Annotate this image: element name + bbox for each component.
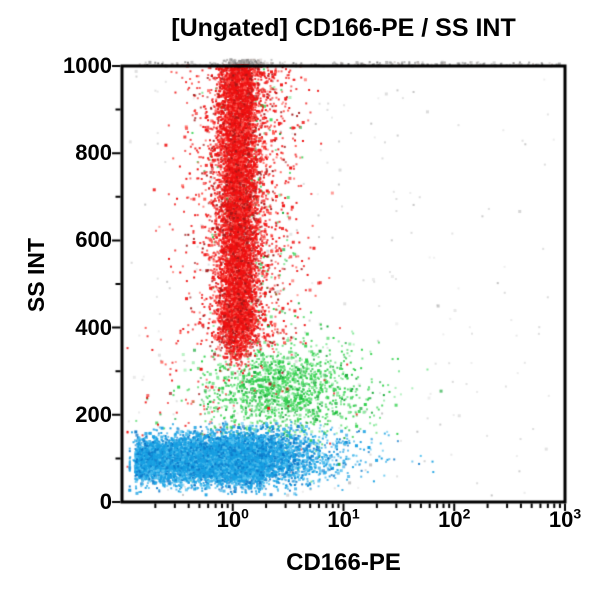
x-tick-base: 10 — [548, 507, 574, 532]
plot-title: [Ungated] CD166-PE / SS INT — [171, 14, 516, 42]
x-tick-base: 10 — [327, 507, 352, 532]
y-tick-label: 600 — [75, 227, 112, 253]
y-tick-label: 200 — [75, 401, 112, 427]
x-tick-base: 10 — [438, 507, 463, 532]
x-tick-exponent: 0 — [241, 505, 249, 522]
x-tick-exponent: 3 — [573, 505, 582, 522]
x-tick-exponent: 1 — [351, 505, 360, 522]
x-axis-label: CD166-PE — [286, 549, 401, 576]
x-tick-label: 101 — [304, 507, 384, 533]
y-tick-label: 0 — [99, 489, 112, 514]
y-tick-label: 400 — [75, 314, 112, 340]
x-tick-base: 10 — [216, 507, 242, 532]
x-tick-label: 100 — [193, 507, 273, 533]
x-tick-label: 102 — [414, 507, 494, 533]
x-tick-exponent: 2 — [462, 505, 471, 522]
y-tick-label: 800 — [75, 140, 112, 166]
y-tick-label: 1000 — [63, 53, 112, 78]
x-tick-label: 103 — [525, 507, 600, 533]
